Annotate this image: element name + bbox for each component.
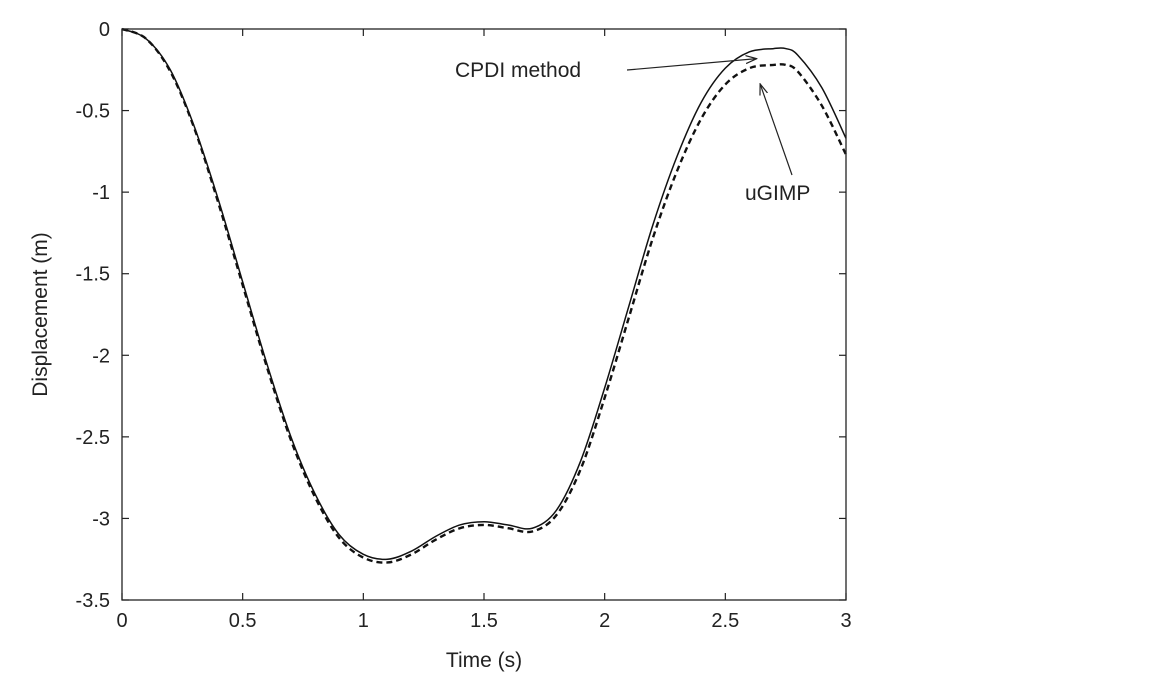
x-tick-label: 0 — [116, 610, 127, 632]
x-tick-label: 2 — [599, 610, 610, 632]
series-line-cpdi-method — [121, 28, 847, 561]
y-tick-label: -3 — [92, 508, 110, 530]
plot-frame — [121, 28, 847, 601]
x-tick-label: 2.5 — [711, 610, 739, 632]
x-axis-label: Time (s) — [446, 649, 522, 672]
y-tick-label: -2 — [92, 345, 110, 367]
axis-ticks — [121, 28, 847, 601]
x-tick-label: 3 — [840, 610, 851, 632]
y-axis-label: Displacement (m) — [29, 232, 52, 397]
x-tick-label: 1.5 — [470, 610, 498, 632]
y-tick-label: -1 — [92, 182, 110, 204]
series-layer — [121, 27, 848, 564]
axis-tick-labels: 0 0.5 1 1.5 2 2.5 3 0 -0.5 -1 -1.5 -2 -2.5 -3 -3.5 — [76, 19, 852, 632]
y-tick-label: -0.5 — [76, 101, 110, 123]
y-tick-label: -3.5 — [76, 590, 110, 612]
annotations: CPDI method uGIMP — [455, 59, 810, 205]
annotation-ugimp-arrow — [760, 84, 793, 176]
x-tick-label: 0.5 — [229, 610, 257, 632]
y-tick-label: -2.5 — [76, 427, 110, 449]
x-tick-label: 1 — [358, 610, 369, 632]
annotation-cpdi-label: CPDI method — [455, 59, 581, 82]
annotation-ugimp-label: uGIMP — [745, 182, 810, 205]
series-line-ugimp — [121, 27, 848, 564]
y-tick-label: 0 — [99, 19, 110, 41]
annotation-cpdi-arrow — [626, 59, 757, 71]
y-tick-label: -1.5 — [76, 264, 110, 286]
